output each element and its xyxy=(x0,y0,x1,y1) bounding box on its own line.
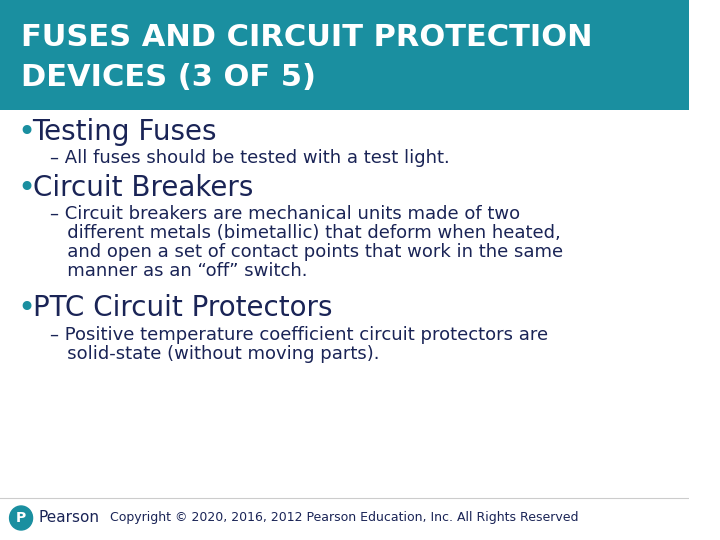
Text: solid-state (without moving parts).: solid-state (without moving parts). xyxy=(50,345,379,363)
Text: Testing Fuses: Testing Fuses xyxy=(32,118,217,146)
Text: •: • xyxy=(17,118,35,146)
Text: – Circuit breakers are mechanical units made of two: – Circuit breakers are mechanical units … xyxy=(50,205,520,223)
Text: – All fuses should be tested with a test light.: – All fuses should be tested with a test… xyxy=(50,149,449,167)
Text: PTC Circuit Protectors: PTC Circuit Protectors xyxy=(32,294,332,322)
Text: •: • xyxy=(17,294,35,322)
Text: DEVICES (3 OF 5): DEVICES (3 OF 5) xyxy=(21,64,316,92)
FancyBboxPatch shape xyxy=(0,0,690,110)
Text: •: • xyxy=(17,173,35,202)
Text: – Positive temperature coefficient circuit protectors are: – Positive temperature coefficient circu… xyxy=(50,326,548,344)
Text: Copyright © 2020, 2016, 2012 Pearson Education, Inc. All Rights Reserved: Copyright © 2020, 2016, 2012 Pearson Edu… xyxy=(110,511,579,524)
Text: manner as an “off” switch.: manner as an “off” switch. xyxy=(50,262,307,280)
Text: and open a set of contact points that work in the same: and open a set of contact points that wo… xyxy=(50,243,563,261)
Text: P: P xyxy=(16,511,26,525)
Circle shape xyxy=(9,506,32,530)
Text: Circuit Breakers: Circuit Breakers xyxy=(32,174,253,202)
Text: FUSES AND CIRCUIT PROTECTION: FUSES AND CIRCUIT PROTECTION xyxy=(21,24,593,52)
Text: different metals (bimetallic) that deform when heated,: different metals (bimetallic) that defor… xyxy=(50,224,561,242)
Text: Pearson: Pearson xyxy=(38,510,99,525)
